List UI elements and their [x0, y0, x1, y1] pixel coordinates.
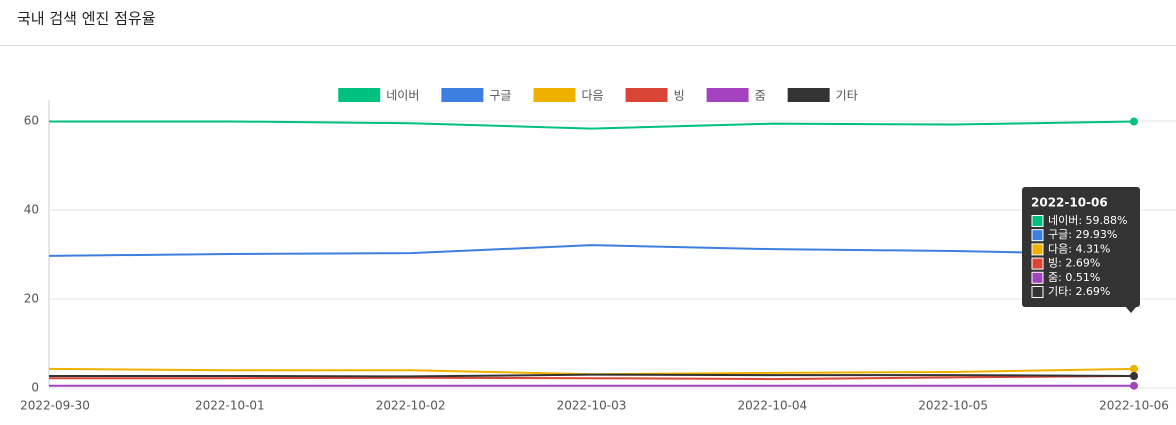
- tooltip-box: [1022, 187, 1140, 307]
- tooltip-swatch: [1031, 243, 1044, 256]
- tooltip-pointer: [1125, 306, 1137, 313]
- tooltip-item: 다음: 4.31%: [1048, 242, 1110, 255]
- x-tick-label: 2022-10-06: [1099, 399, 1169, 413]
- legend-swatch: [533, 88, 576, 102]
- legend-swatch: [625, 88, 668, 102]
- series-line: [49, 120, 1135, 130]
- x-tick-label: 2022-09-30: [20, 399, 90, 413]
- legend-swatch: [706, 88, 749, 102]
- chart-title: 국내 검색 엔진 점유율: [17, 10, 156, 28]
- series-line: [49, 375, 1135, 381]
- y-tick-label: 20: [24, 292, 39, 306]
- x-tick-label: 2022-10-03: [557, 399, 627, 413]
- legend-label: 기타: [836, 89, 858, 103]
- y-tick-label: 40: [24, 203, 39, 217]
- x-tick-label: 2022-10-02: [376, 399, 446, 413]
- series-line: [48, 244, 1135, 257]
- y-tick-label: 0: [31, 381, 39, 395]
- legend-label: 빙: [674, 89, 685, 103]
- legend-label: 네이버: [386, 89, 419, 103]
- tooltip-item: 네이버: 59.88%: [1048, 214, 1128, 227]
- tooltip-item: 구글: 29.93%: [1048, 228, 1117, 241]
- legend-swatch: [338, 88, 381, 102]
- x-tick-label: 2022-10-05: [918, 399, 988, 413]
- tooltip-item: 줌: 0.51%: [1048, 271, 1100, 284]
- legend: 네이버 구글 다음 빙 줌 기타: [338, 88, 858, 103]
- legend-label: 줌: [755, 89, 766, 103]
- tooltip: 2022-10-06 네이버: 59.88%구글: 29.93%다음: 4.31%…: [1022, 187, 1140, 313]
- legend-swatch: [441, 88, 484, 102]
- point: [1130, 372, 1138, 381]
- point: [1130, 381, 1138, 390]
- x-tick-label: 2022-10-01: [195, 399, 265, 413]
- tooltip-swatch: [1031, 257, 1044, 270]
- tooltip-swatch: [1031, 229, 1044, 242]
- tooltip-swatch: [1031, 271, 1044, 284]
- legend-swatch: [787, 88, 830, 102]
- tooltip-swatch: [1031, 215, 1044, 227]
- tooltip-item: 빙: 2.69%: [1048, 257, 1100, 270]
- series-line: [48, 367, 1135, 376]
- tooltip-swatch: [1031, 286, 1044, 298]
- legend-label: 다음: [581, 89, 603, 103]
- point: [1130, 117, 1138, 126]
- legend-label: 구글: [489, 89, 511, 103]
- x-tick-label: 2022-10-04: [737, 399, 807, 413]
- point: [1130, 364, 1138, 373]
- y-tick-label: 60: [24, 114, 39, 128]
- tooltip-item: 기타: 2.69%: [1048, 285, 1110, 298]
- series-line: [49, 373, 1135, 378]
- tooltip-title: 2022-10-06: [1031, 196, 1108, 210]
